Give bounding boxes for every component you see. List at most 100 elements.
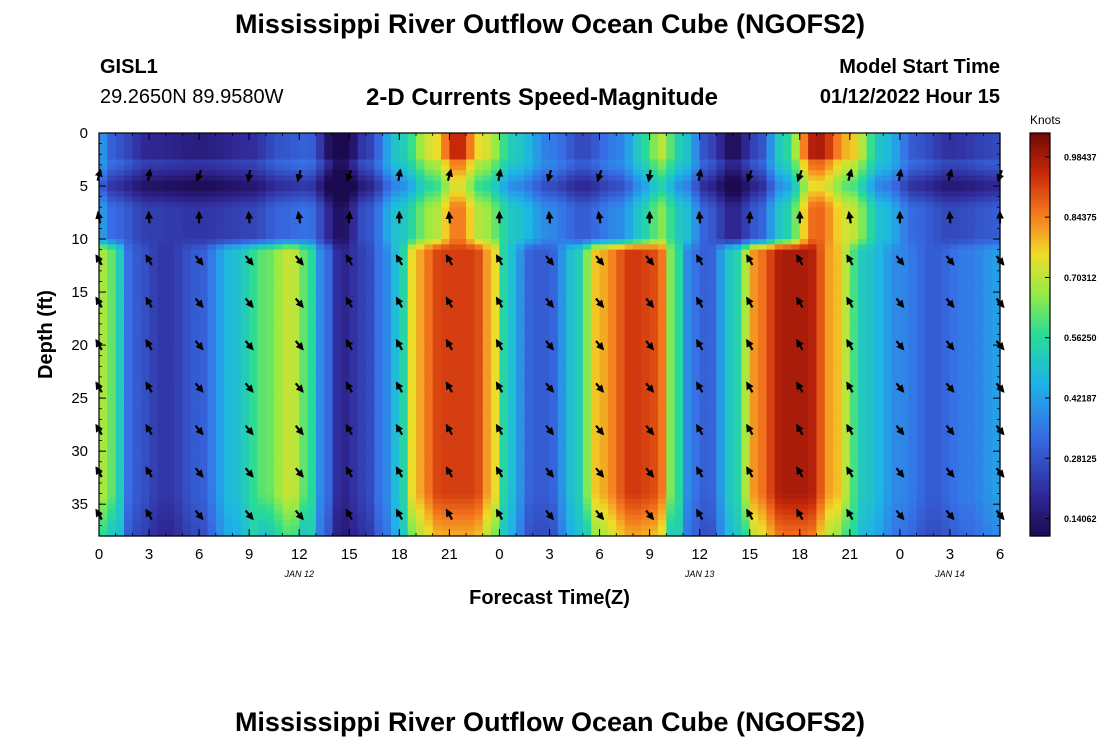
- heatmap-cell: [282, 249, 292, 256]
- heatmap-cell: [691, 307, 701, 314]
- heatmap-cell: [774, 345, 784, 352]
- heatmap-cell: [516, 334, 526, 341]
- heatmap-cell: [424, 345, 434, 352]
- heatmap-cell: [132, 217, 142, 224]
- heatmap-cell: [758, 265, 767, 272]
- heatmap-cell: [424, 244, 434, 251]
- heatmap-cell: [282, 345, 292, 352]
- heatmap-cell: [190, 159, 200, 166]
- heatmap-cell: [432, 329, 442, 336]
- heatmap-cell: [365, 350, 375, 357]
- heatmap-cell: [224, 180, 234, 187]
- heatmap-cell: [382, 133, 392, 139]
- heatmap-cell: [416, 154, 425, 161]
- heatmap-cell: [566, 355, 576, 362]
- heatmap-cell: [416, 260, 425, 267]
- heatmap-cell: [691, 207, 701, 214]
- heatmap-cell: [991, 175, 1001, 182]
- heatmap-cell: [582, 254, 592, 261]
- heatmap-cell: [365, 355, 375, 362]
- heatmap-cell: [758, 302, 767, 309]
- heatmap-cell: [733, 207, 742, 214]
- heatmap-cell: [182, 302, 192, 309]
- heatmap-cell: [908, 170, 918, 177]
- heatmap-cell: [199, 244, 209, 251]
- heatmap-cell: [916, 339, 926, 346]
- heatmap-cell: [307, 276, 317, 283]
- heatmap-cell: [165, 345, 175, 352]
- heatmap-cell: [649, 371, 659, 378]
- heatmap-cell: [682, 270, 692, 277]
- heatmap-cell: [866, 345, 876, 352]
- heatmap-cell: [916, 164, 926, 171]
- heatmap-cell: [315, 254, 325, 261]
- heatmap-cell: [816, 191, 826, 198]
- heatmap-cell: [190, 186, 200, 192]
- heatmap-cell: [858, 164, 868, 171]
- heatmap-cell: [315, 196, 325, 203]
- heatmap-cell: [541, 228, 551, 235]
- heatmap-cell: [282, 207, 292, 214]
- heatmap-cell: [924, 361, 934, 367]
- heatmap-cell: [524, 307, 534, 314]
- heatmap-cell: [657, 355, 667, 362]
- heatmap-cell: [507, 254, 517, 261]
- heatmap-cell: [257, 154, 267, 161]
- heatmap-cell: [516, 281, 526, 288]
- heatmap-cell: [99, 339, 108, 346]
- heatmap-cell: [766, 260, 776, 267]
- heatmap-cell: [758, 233, 767, 240]
- heatmap-cell: [933, 244, 943, 251]
- heatmap-cell: [299, 350, 309, 357]
- heatmap-cell: [532, 323, 542, 330]
- heatmap-cell: [182, 323, 192, 330]
- heatmap-cell: [215, 228, 225, 235]
- heatmap-cell: [849, 154, 859, 161]
- heatmap-cell: [599, 159, 609, 166]
- heatmap-cell: [532, 143, 542, 150]
- heatmap-cell: [332, 254, 342, 261]
- heatmap-cell: [783, 270, 793, 277]
- heatmap-cell: [132, 334, 142, 341]
- heatmap-cell: [691, 138, 701, 145]
- heatmap-cell: [424, 307, 434, 314]
- heatmap-cell: [674, 302, 684, 309]
- heatmap-cell: [741, 244, 751, 251]
- heatmap-cell: [365, 339, 375, 346]
- heatmap-cell: [983, 196, 993, 203]
- heatmap-cell: [315, 361, 325, 367]
- heatmap-cell: [516, 254, 526, 261]
- heatmap-cell: [299, 164, 309, 171]
- heatmap-cell: [257, 186, 267, 192]
- heatmap-cell: [983, 281, 993, 288]
- heatmap-cell: [374, 361, 384, 367]
- heatmap-cell: [582, 244, 592, 251]
- heatmap-cell: [691, 350, 701, 357]
- heatmap-cell: [249, 286, 259, 293]
- heatmap-cell: [607, 244, 617, 251]
- heatmap-cell: [958, 297, 968, 304]
- heatmap-cell: [207, 366, 217, 373]
- heatmap-cell: [749, 133, 759, 139]
- heatmap-cell: [941, 228, 951, 235]
- heatmap-cell: [549, 154, 559, 161]
- heatmap-cell: [315, 339, 325, 346]
- heatmap-cell: [149, 270, 158, 277]
- heatmap-cell: [624, 164, 634, 171]
- heatmap-cell: [349, 138, 359, 145]
- heatmap-cell: [332, 191, 342, 198]
- heatmap-cell: [641, 180, 651, 187]
- heatmap-cell: [949, 217, 959, 224]
- heatmap-cell: [624, 361, 634, 367]
- heatmap-cell: [974, 355, 984, 362]
- heatmap-cell: [674, 371, 684, 378]
- heatmap-cell: [899, 286, 909, 293]
- heatmap-cell: [499, 265, 509, 272]
- heatmap-cell: [199, 148, 209, 155]
- heatmap-cell: [816, 281, 826, 288]
- heatmap-cell: [682, 180, 692, 187]
- heatmap-cell: [899, 223, 909, 230]
- heatmap-cell: [808, 292, 818, 298]
- heatmap-cell: [199, 138, 209, 145]
- heatmap-cell: [791, 297, 801, 304]
